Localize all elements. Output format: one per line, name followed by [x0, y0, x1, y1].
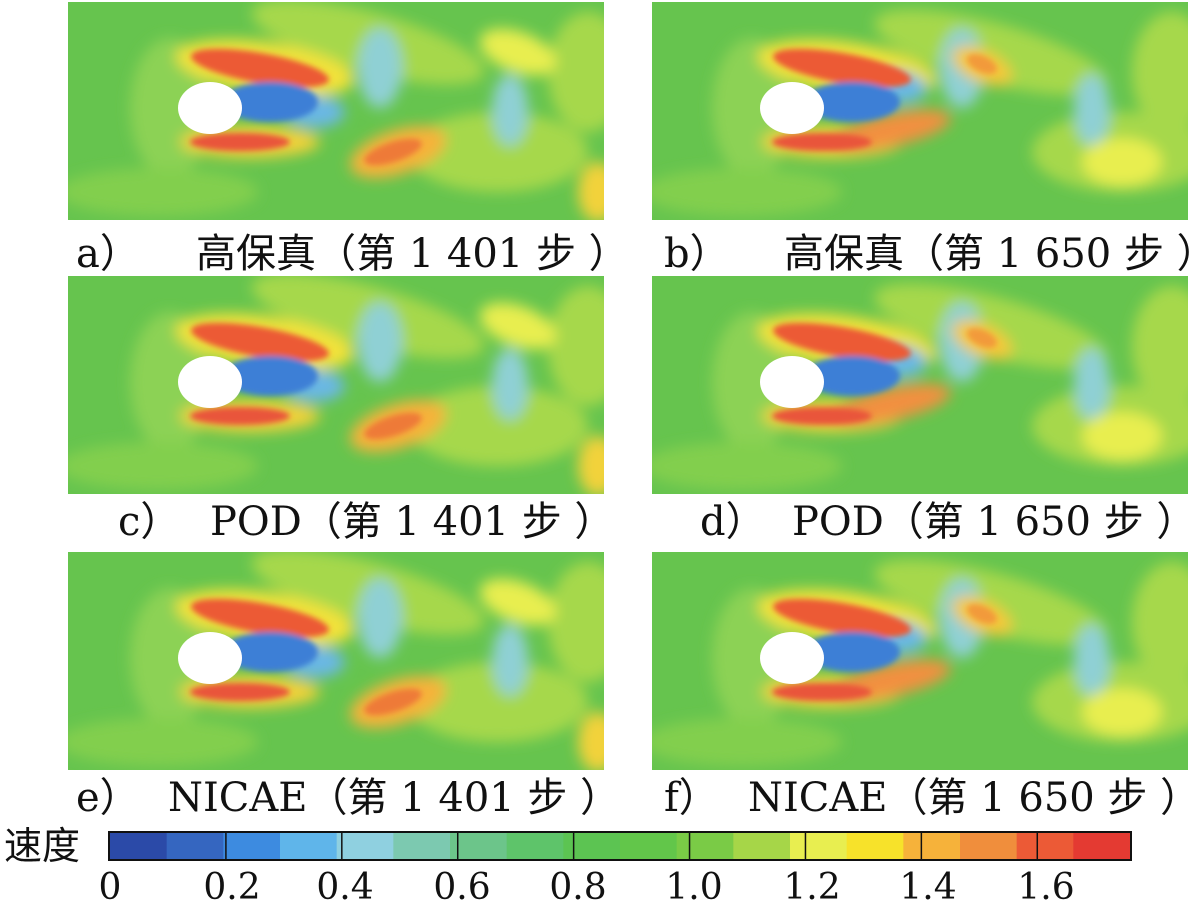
- colorbar-swatch: [280, 833, 338, 859]
- caption-text: POD（第 1 650 步 ）: [792, 499, 1197, 545]
- velocity-field-plot: [652, 552, 1188, 770]
- cylinder-obstacle: [760, 632, 824, 684]
- colorbar-tick-label: 0.6: [433, 867, 491, 908]
- cylinder-obstacle: [760, 356, 824, 408]
- caption-c: c） POD（第 1 401 步 ）: [118, 496, 614, 548]
- colorbar-tick-label: 0.4: [316, 867, 374, 908]
- colorbar-swatch: [903, 833, 961, 859]
- caption-b: b） 高保真（第 1 650 步 ）: [664, 228, 1200, 280]
- velocity-field-plot: [652, 276, 1188, 494]
- colorbar-swatch: [960, 833, 1018, 859]
- caption-f: f） NICAE（第 1 650 步 ）: [664, 772, 1200, 824]
- caption-letter: f）: [664, 775, 719, 821]
- colorbar-swatches: [110, 833, 1130, 859]
- colorbar-tick-label: 1.6: [1017, 867, 1075, 908]
- colorbar-swatch: [110, 833, 168, 859]
- colorbar-swatch: [450, 833, 508, 859]
- caption-text: 高保真（第 1 650 步 ）: [784, 231, 1200, 277]
- cylinder-obstacle: [178, 632, 242, 684]
- caption-e: e） NICAE（第 1 401 步 ）: [76, 772, 620, 824]
- caption-text: NICAE（第 1 650 步 ）: [748, 775, 1200, 821]
- colorbar-tick-label: 0.8: [549, 867, 607, 908]
- colorbar-swatch: [506, 833, 564, 859]
- caption-text: POD（第 1 401 步 ）: [210, 499, 615, 545]
- colorbar-tick-label: 1.4: [899, 867, 957, 908]
- caption-letter: e）: [76, 775, 140, 821]
- colorbar-swatch: [223, 833, 281, 859]
- caption-text: NICAE（第 1 401 步 ）: [168, 775, 621, 821]
- caption-letter: b）: [664, 231, 730, 277]
- velocity-field-plot: [68, 552, 604, 770]
- colorbar-swatch: [1016, 833, 1074, 859]
- colorbar-tick-label: 1.2: [783, 867, 841, 908]
- colorbar-swatch: [790, 833, 848, 859]
- colorbar-tick-label: 0: [98, 867, 122, 908]
- cylinder-obstacle: [178, 82, 242, 134]
- panel-d-field: [652, 276, 1188, 494]
- cylinder-obstacle: [178, 356, 242, 408]
- colorbar-swatch: [676, 833, 734, 859]
- colorbar-tick-label: 1.0: [665, 867, 723, 908]
- cylinder-obstacle: [760, 82, 824, 134]
- colorbar-title: 速度: [4, 824, 81, 868]
- colorbar-swatch: [336, 833, 394, 859]
- colorbar-swatch: [846, 833, 904, 859]
- panel-a-field: [68, 2, 604, 220]
- panel-b-field: [652, 2, 1188, 220]
- panel-e-field: [68, 552, 604, 770]
- caption-letter: c）: [118, 499, 181, 545]
- panel-c-field: [68, 276, 604, 494]
- colorbar-swatch: [563, 833, 621, 859]
- velocity-field-plot: [68, 276, 604, 494]
- colorbar-swatch: [1073, 833, 1130, 859]
- colorbar: [108, 831, 1132, 861]
- caption-text: 高保真（第 1 401 步 ）: [196, 231, 629, 277]
- colorbar-swatch: [620, 833, 678, 859]
- caption-a: a） 高保真（第 1 401 步 ）: [76, 228, 629, 280]
- caption-letter: d）: [700, 499, 766, 545]
- colorbar-swatch: [166, 833, 224, 859]
- caption-d: d） POD（第 1 650 步 ）: [700, 496, 1196, 548]
- panel-f-field: [652, 552, 1188, 770]
- velocity-field-plot: [68, 2, 604, 220]
- velocity-field-plot: [652, 2, 1188, 220]
- colorbar-swatch: [393, 833, 451, 859]
- caption-letter: a）: [76, 231, 140, 277]
- colorbar-tick-label: 0.2: [203, 867, 261, 908]
- colorbar-swatch: [733, 833, 791, 859]
